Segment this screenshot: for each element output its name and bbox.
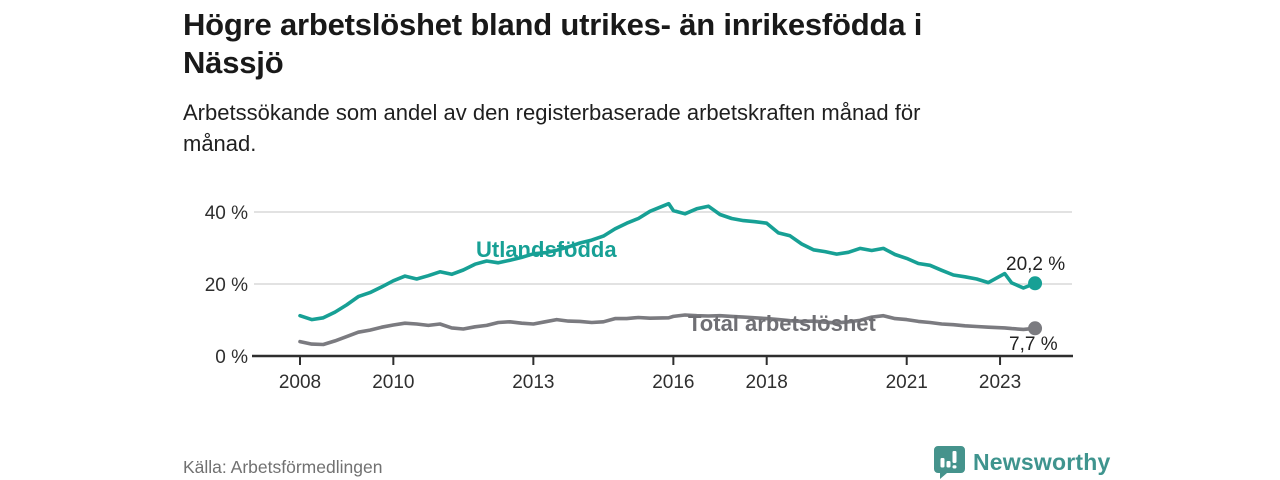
series-line-gray xyxy=(298,313,1037,347)
x-axis-tick-label: 2018 xyxy=(746,372,788,393)
x-axis-tick-label: 2013 xyxy=(512,372,554,393)
y-axis-tick-label: 20 % xyxy=(205,275,248,296)
x-axis-tick-label: 2008 xyxy=(279,372,321,393)
series-line-teal xyxy=(298,201,1037,322)
newsworthy-logo: Newsworthy xyxy=(933,445,1110,479)
newsworthy-wordmark: Newsworthy xyxy=(973,448,1111,475)
subtitle-line-1: Arbetssökande som andel av den registerb… xyxy=(183,100,921,125)
title-line-2: Nässjö xyxy=(183,45,284,80)
x-axis-tick-label: 2023 xyxy=(979,372,1021,393)
y-axis-tick-label: 40 % xyxy=(205,203,248,224)
end-value-label-total: 7,7 % xyxy=(1009,334,1058,355)
title-line-1: Högre arbetslöshet bland utrikes- än inr… xyxy=(183,7,923,42)
end-value-label-utlandsfodda: 20,2 % xyxy=(1006,254,1066,275)
chart-speech-bubble-icon xyxy=(934,446,965,479)
page-title: Högre arbetslöshet bland utrikes- än inr… xyxy=(183,6,922,82)
x-axis-tick-label: 2021 xyxy=(886,372,928,393)
series-end-dot-teal xyxy=(1028,276,1043,291)
page-subtitle: Arbetssökande som andel av den registerb… xyxy=(183,97,920,159)
x-axis-tick-label: 2016 xyxy=(652,372,694,393)
subtitle-line-2: månad. xyxy=(183,131,257,156)
series-end-dot-gray xyxy=(1028,321,1043,336)
series-label-utlandsfodda: Utlandsfödda xyxy=(476,237,617,262)
series-label-total-arbetsloshet: Total arbetslöshet xyxy=(688,311,876,336)
source-text: Källa: Arbetsförmedlingen xyxy=(183,457,383,477)
y-axis-tick-label: 0 % xyxy=(215,347,248,368)
x-axis-tick-label: 2010 xyxy=(372,372,414,393)
